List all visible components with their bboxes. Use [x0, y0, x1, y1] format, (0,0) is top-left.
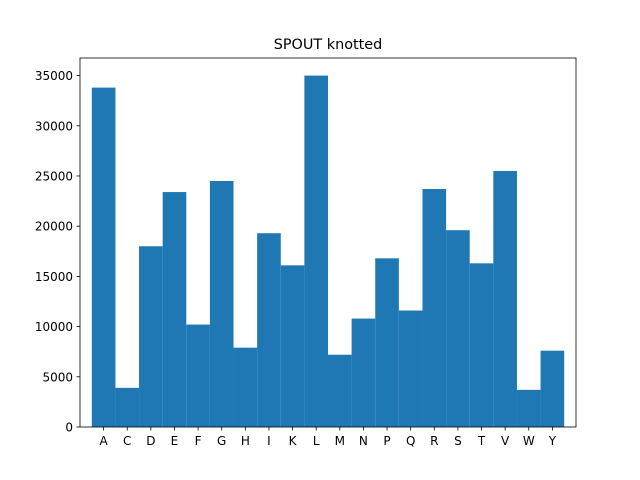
- x-tick-label-I: I: [267, 434, 271, 448]
- x-tick-label-W: W: [523, 434, 535, 448]
- bar-Y: [540, 350, 565, 427]
- bar-N: [351, 318, 376, 427]
- x-tick-label-R: R: [430, 434, 438, 448]
- x-tick-label-T: T: [477, 434, 486, 448]
- y-tick-label-10000: 10000: [35, 320, 73, 334]
- y-tick-label-35000: 35000: [35, 69, 73, 83]
- bar-H: [233, 347, 258, 427]
- bar-Q: [398, 310, 423, 427]
- bar-D: [139, 246, 163, 427]
- bar-P: [375, 258, 399, 427]
- bar-I: [257, 233, 281, 427]
- y-tick-label-25000: 25000: [35, 169, 73, 183]
- bar-T: [469, 263, 494, 427]
- bar-S: [446, 230, 470, 427]
- x-tick-label-L: L: [313, 434, 320, 448]
- x-tick-label-Q: Q: [406, 434, 415, 448]
- x-tick-label-E: E: [171, 434, 179, 448]
- bar-A: [91, 87, 116, 427]
- x-tick-label-Y: Y: [548, 434, 557, 448]
- y-tick-label-5000: 5000: [42, 370, 73, 384]
- x-tick-label-F: F: [195, 434, 202, 448]
- x-tick-label-V: V: [501, 434, 510, 448]
- x-tick-label-A: A: [100, 434, 109, 448]
- y-tick-label-20000: 20000: [35, 220, 73, 234]
- y-tick-label-15000: 15000: [35, 270, 73, 284]
- bar-G: [209, 181, 234, 427]
- bar-E: [162, 192, 187, 427]
- x-tick-label-P: P: [383, 434, 390, 448]
- bar-R: [422, 189, 447, 427]
- bar-V: [493, 170, 517, 428]
- x-tick-label-N: N: [359, 434, 368, 448]
- bar-W: [516, 389, 541, 427]
- bar-L: [304, 75, 328, 428]
- y-tick-label-0: 0: [65, 421, 73, 435]
- bar-F: [186, 324, 210, 427]
- bar-M: [328, 354, 352, 427]
- bars-layer: [91, 75, 565, 428]
- x-tick-label-H: H: [241, 434, 250, 448]
- x-tick-label-K: K: [289, 434, 298, 448]
- x-tick-label-S: S: [454, 434, 462, 448]
- x-tick-label-C: C: [123, 434, 131, 448]
- bar-C: [115, 387, 140, 427]
- bar-K: [280, 265, 305, 427]
- chart-title: SPOUT knotted: [274, 37, 383, 53]
- x-tick-label-M: M: [335, 434, 345, 448]
- x-tick-label-D: D: [146, 434, 155, 448]
- axes-layer: A C D E F G H I K L M N P Q R S T V W Y 0 5000 10000 15000 20000…: [35, 57, 577, 448]
- x-tick-label-G: G: [217, 434, 226, 448]
- y-tick-label-30000: 30000: [35, 119, 73, 133]
- plot-frame: [79, 57, 577, 428]
